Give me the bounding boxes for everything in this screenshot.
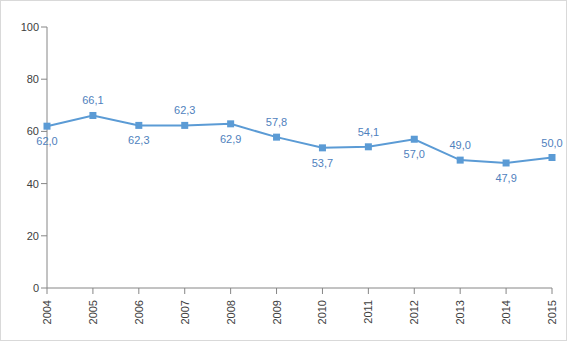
- svg-text:47,9: 47,9: [495, 172, 516, 184]
- svg-text:53,7: 53,7: [312, 157, 333, 169]
- svg-text:62,0: 62,0: [36, 135, 57, 147]
- svg-text:62,3: 62,3: [174, 104, 195, 116]
- svg-text:80: 80: [27, 73, 39, 85]
- svg-text:2011: 2011: [362, 300, 374, 324]
- svg-text:0: 0: [33, 282, 39, 294]
- svg-text:54,1: 54,1: [358, 126, 379, 138]
- svg-text:100: 100: [21, 21, 39, 33]
- svg-text:2015: 2015: [546, 300, 558, 324]
- svg-text:2009: 2009: [271, 300, 283, 324]
- svg-text:2014: 2014: [500, 300, 512, 324]
- svg-text:2008: 2008: [225, 300, 237, 324]
- svg-text:2005: 2005: [87, 300, 99, 324]
- svg-text:62,9: 62,9: [220, 133, 241, 145]
- svg-text:49,0: 49,0: [449, 139, 470, 151]
- svg-text:2004: 2004: [41, 300, 53, 324]
- svg-text:20: 20: [27, 230, 39, 242]
- svg-text:66,1: 66,1: [82, 94, 103, 106]
- svg-text:40: 40: [27, 178, 39, 190]
- svg-text:2013: 2013: [454, 300, 466, 324]
- svg-text:2010: 2010: [316, 300, 328, 324]
- svg-text:50,0: 50,0: [541, 137, 559, 149]
- svg-text:62,3: 62,3: [128, 134, 149, 146]
- svg-text:57,0: 57,0: [404, 148, 425, 160]
- svg-text:2006: 2006: [133, 300, 145, 324]
- svg-text:2007: 2007: [179, 300, 191, 324]
- svg-text:57,8: 57,8: [266, 116, 287, 128]
- svg-text:60: 60: [26, 125, 39, 138]
- svg-text:2012: 2012: [408, 300, 420, 324]
